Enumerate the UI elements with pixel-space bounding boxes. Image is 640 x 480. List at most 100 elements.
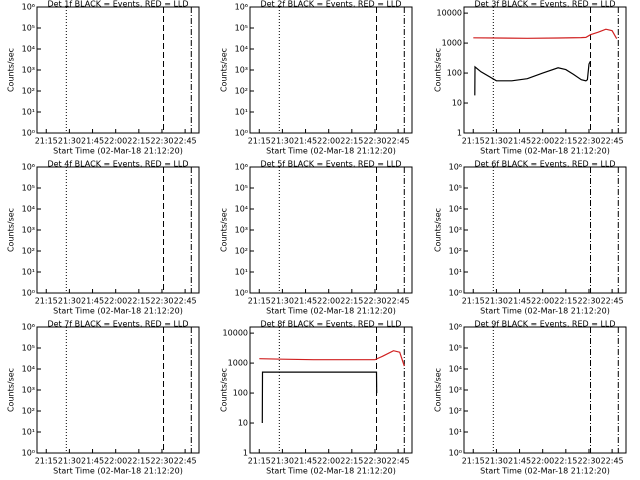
y-tick-label: 100 bbox=[447, 69, 462, 78]
y-tick-label: 10³ bbox=[235, 226, 248, 235]
x-tick-label: 21:30 bbox=[485, 457, 508, 466]
x-tick-label: 22:30 bbox=[577, 457, 600, 466]
y-tick-label: 10⁴ bbox=[235, 45, 248, 54]
y-tick-label: 10⁴ bbox=[22, 365, 35, 374]
x-tick-label: 22:15 bbox=[127, 137, 150, 146]
y-tick-label: 10¹ bbox=[235, 108, 248, 117]
x-tick-label: 22:00 bbox=[317, 457, 340, 466]
y-tick-label: 10⁴ bbox=[22, 205, 35, 214]
x-tick-label: 21:30 bbox=[485, 137, 508, 146]
x-tick-label: 22:00 bbox=[531, 457, 554, 466]
x-tick-label: 22:15 bbox=[554, 457, 577, 466]
y-tick-label: 10³ bbox=[449, 386, 462, 395]
y-tick-label: 10³ bbox=[449, 226, 462, 235]
y-tick-label: 10000 bbox=[437, 9, 462, 18]
y-axis-label: Counts/sec bbox=[7, 368, 16, 412]
y-tick-label: 10⁰ bbox=[449, 449, 462, 458]
y-tick-label: 10³ bbox=[22, 386, 35, 395]
y-tick-label: 10⁰ bbox=[235, 129, 248, 138]
y-tick-label: 10⁴ bbox=[449, 365, 462, 374]
x-tick-label: 21:15 bbox=[248, 297, 271, 306]
y-axis-label: Counts/sec bbox=[434, 48, 443, 92]
plot-frame bbox=[463, 326, 627, 454]
y-tick-label: 10⁶ bbox=[449, 163, 462, 172]
y-tick-label: 10¹ bbox=[22, 108, 35, 117]
x-tick-label: 21:30 bbox=[58, 297, 81, 306]
y-tick-label: 10² bbox=[22, 87, 35, 96]
y-tick-label: 10 bbox=[452, 99, 462, 108]
plot-frame bbox=[249, 166, 413, 294]
x-tick-label: 22:30 bbox=[363, 137, 386, 146]
x-axis-label: Start Time (02-Mar-18 21:12:20) bbox=[480, 307, 610, 316]
x-tick-label: 21:15 bbox=[462, 137, 485, 146]
x-tick-label: 22:15 bbox=[127, 457, 150, 466]
y-tick-label: 10² bbox=[449, 247, 462, 256]
y-tick-label: 10⁴ bbox=[449, 205, 462, 214]
x-tick-label: 22:45 bbox=[174, 457, 197, 466]
x-tick-label: 22:00 bbox=[317, 137, 340, 146]
x-tick-label: 22:00 bbox=[531, 297, 554, 306]
x-tick-label: 21:45 bbox=[294, 457, 317, 466]
y-tick-label: 10⁵ bbox=[22, 184, 35, 193]
x-tick-label: 21:45 bbox=[81, 457, 104, 466]
x-tick-label: 22:15 bbox=[340, 137, 363, 146]
y-tick-label: 10⁵ bbox=[449, 344, 462, 353]
y-tick-label: 10⁰ bbox=[22, 129, 35, 138]
x-tick-label: 22:30 bbox=[363, 457, 386, 466]
plot-frame bbox=[36, 166, 200, 294]
y-tick-label: 1000 bbox=[442, 39, 462, 48]
x-tick-label: 22:45 bbox=[601, 137, 624, 146]
y-tick-label: 10⁵ bbox=[22, 344, 35, 353]
plot-frame bbox=[36, 326, 200, 454]
x-tick-label: 21:45 bbox=[508, 137, 531, 146]
x-axis-label: Start Time (02-Mar-18 21:12:20) bbox=[53, 147, 183, 156]
x-tick-label: 22:45 bbox=[387, 297, 410, 306]
panel-title: Det 6f BLACK = Events, RED = LLD bbox=[474, 160, 615, 169]
x-tick-label: 21:45 bbox=[294, 297, 317, 306]
y-tick-label: 10⁶ bbox=[449, 323, 462, 332]
y-tick-label: 10⁴ bbox=[235, 205, 248, 214]
y-tick-label: 10² bbox=[22, 247, 35, 256]
y-tick-label: 10⁵ bbox=[235, 24, 248, 33]
x-tick-label: 21:15 bbox=[35, 137, 58, 146]
y-tick-label: 10² bbox=[235, 87, 248, 96]
series-line bbox=[261, 371, 378, 424]
series-line bbox=[474, 60, 592, 96]
y-axis-label: Counts/sec bbox=[7, 48, 16, 92]
y-tick-label: 10⁶ bbox=[22, 323, 35, 332]
panel-title: Det 1f BLACK = Events, RED = LLD bbox=[47, 0, 188, 9]
plot-frame bbox=[463, 6, 627, 134]
y-tick-label: 10⁰ bbox=[22, 289, 35, 298]
x-tick-label: 21:45 bbox=[294, 137, 317, 146]
x-tick-label: 22:15 bbox=[554, 297, 577, 306]
y-tick-label: 10000 bbox=[223, 329, 248, 338]
y-tick-label: 10⁴ bbox=[22, 45, 35, 54]
y-tick-label: 10³ bbox=[22, 226, 35, 235]
x-tick-label: 21:30 bbox=[485, 297, 508, 306]
x-tick-label: 22:00 bbox=[104, 297, 127, 306]
x-axis-label: Start Time (02-Mar-18 21:12:20) bbox=[266, 147, 396, 156]
y-tick-label: 1 bbox=[457, 129, 462, 138]
x-tick-label: 22:15 bbox=[127, 297, 150, 306]
y-tick-label: 1000 bbox=[228, 359, 248, 368]
series-line bbox=[259, 350, 405, 367]
y-tick-label: 10⁶ bbox=[22, 163, 35, 172]
x-tick-label: 22:45 bbox=[387, 137, 410, 146]
x-axis-label: Start Time (02-Mar-18 21:12:20) bbox=[53, 307, 183, 316]
panel-title: Det 2f BLACK = Events, RED = LLD bbox=[260, 0, 401, 9]
y-tick-label: 10³ bbox=[235, 66, 248, 75]
x-tick-label: 22:30 bbox=[577, 297, 600, 306]
x-tick-label: 21:30 bbox=[271, 297, 294, 306]
x-tick-label: 22:30 bbox=[577, 137, 600, 146]
y-tick-label: 10¹ bbox=[235, 268, 248, 277]
x-tick-label: 22:00 bbox=[317, 297, 340, 306]
x-tick-label: 21:15 bbox=[35, 457, 58, 466]
y-tick-label: 1 bbox=[243, 449, 248, 458]
y-tick-label: 10⁰ bbox=[22, 449, 35, 458]
x-tick-label: 21:30 bbox=[271, 457, 294, 466]
x-tick-label: 22:45 bbox=[387, 457, 410, 466]
x-axis-label: Start Time (02-Mar-18 21:12:20) bbox=[53, 467, 183, 476]
x-tick-label: 21:15 bbox=[462, 297, 485, 306]
x-tick-label: 21:45 bbox=[508, 457, 531, 466]
